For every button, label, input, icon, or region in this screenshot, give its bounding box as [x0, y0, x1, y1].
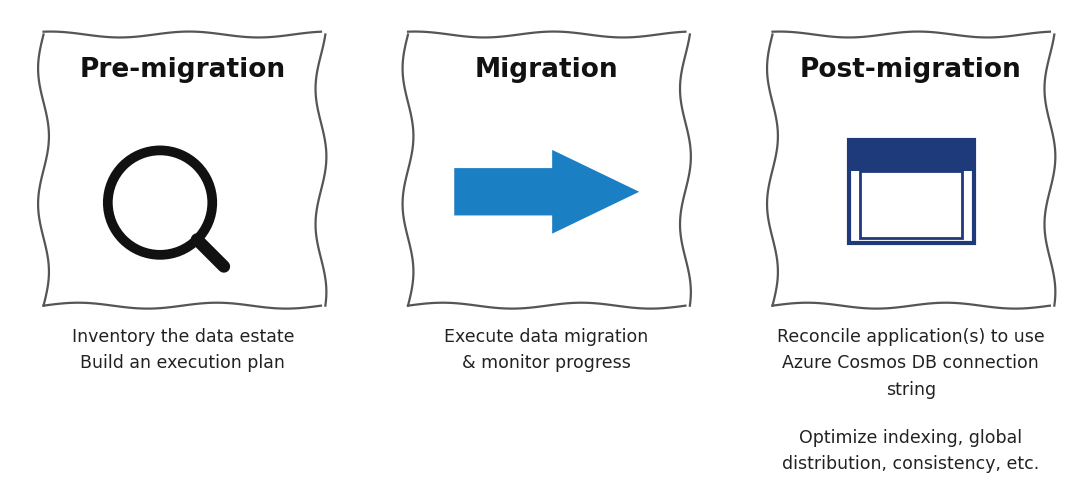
Text: Post-migration: Post-migration — [800, 57, 1022, 83]
Polygon shape — [44, 35, 321, 306]
Text: Optimize indexing, global
distribution, consistency, etc.: Optimize indexing, global distribution, … — [782, 429, 1039, 473]
Polygon shape — [408, 35, 685, 306]
FancyBboxPatch shape — [849, 141, 974, 243]
Polygon shape — [454, 150, 639, 234]
Polygon shape — [772, 35, 1050, 306]
Text: Pre-migration: Pre-migration — [79, 57, 286, 83]
Text: Reconcile application(s) to use
Azure Cosmos DB connection
string: Reconcile application(s) to use Azure Co… — [777, 328, 1044, 399]
Text: Execute data migration
& monitor progress: Execute data migration & monitor progres… — [444, 328, 648, 372]
Text: Inventory the data estate
Build an execution plan: Inventory the data estate Build an execu… — [72, 328, 294, 372]
FancyBboxPatch shape — [860, 171, 963, 238]
Text: Migration: Migration — [474, 57, 618, 83]
FancyBboxPatch shape — [849, 141, 974, 171]
